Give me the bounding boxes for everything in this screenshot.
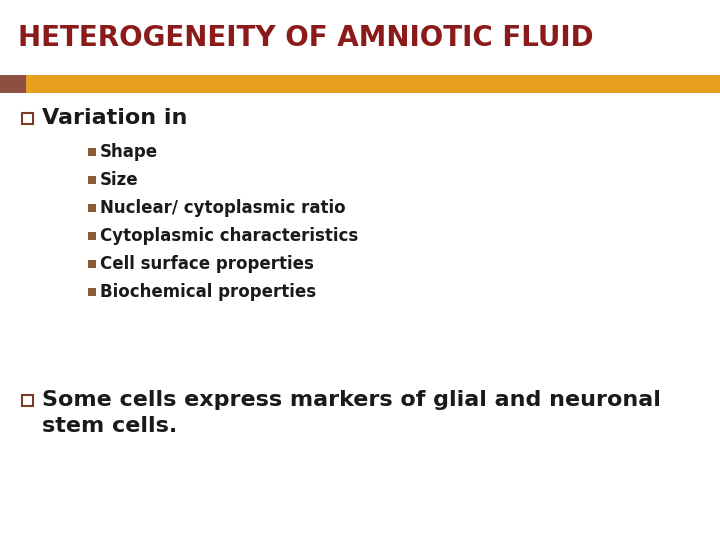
Text: Some cells express markers of glial and neuronal: Some cells express markers of glial and …: [42, 390, 661, 410]
Bar: [0, 75, 26, 93]
Text: Cytoplasmic characteristics: Cytoplasmic characteristics: [100, 227, 359, 245]
Bar: [88, 148, 96, 156]
Bar: [26, 75, 720, 93]
Bar: [22, 395, 33, 406]
Text: Biochemical properties: Biochemical properties: [100, 283, 316, 301]
Text: HETEROGENEITY OF AMNIOTIC FLUID: HETEROGENEITY OF AMNIOTIC FLUID: [18, 24, 593, 52]
Text: Nuclear/ cytoplasmic ratio: Nuclear/ cytoplasmic ratio: [100, 199, 346, 217]
Bar: [22, 112, 33, 124]
Bar: [88, 176, 96, 184]
Bar: [88, 288, 96, 296]
Text: Shape: Shape: [100, 143, 158, 161]
Bar: [88, 232, 96, 240]
Text: Variation in: Variation in: [42, 108, 187, 128]
Text: Cell surface properties: Cell surface properties: [100, 255, 314, 273]
Text: stem cells.: stem cells.: [42, 416, 177, 436]
Bar: [88, 260, 96, 268]
Bar: [88, 204, 96, 212]
Text: Size: Size: [100, 171, 139, 189]
